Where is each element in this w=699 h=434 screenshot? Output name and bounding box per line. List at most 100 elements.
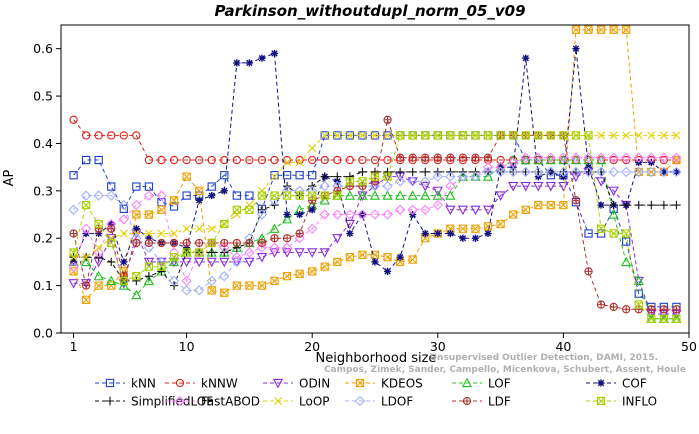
data-point-lof: [407, 190, 418, 200]
legend-label-ldf: LDF: [488, 395, 511, 409]
y-tick-label: 0.2: [33, 231, 53, 246]
y-tick-label: 0.3: [33, 183, 53, 198]
data-point-inflo: [672, 314, 681, 323]
y-tick-label: 0.6: [33, 41, 53, 56]
data-point-inflo: [358, 177, 367, 186]
x-tick-label: 40: [555, 339, 571, 354]
data-point-inflo: [182, 248, 191, 257]
data-point-knnw: [245, 155, 254, 165]
data-point-fastabod: [646, 152, 657, 163]
data-point-ldf: [383, 115, 392, 124]
data-point-inflo: [195, 248, 204, 257]
data-point-inflo: [232, 205, 241, 214]
data-point-fastabod: [633, 152, 644, 163]
data-point-lof: [168, 256, 180, 267]
data-point-cof: [195, 196, 203, 204]
data-point-simplifiedlof: [358, 167, 367, 177]
data-point-inflo: [144, 262, 154, 271]
data-point-inflo: [119, 276, 128, 286]
data-point-cof: [120, 258, 128, 266]
data-point-odin: [181, 257, 192, 268]
data-point-lof: [432, 190, 443, 200]
data-point-knnw: [169, 155, 179, 165]
data-point-inflo: [634, 300, 643, 309]
data-point-lof: [118, 280, 129, 290]
data-point-odin: [307, 248, 318, 258]
data-point-ldof: [658, 166, 670, 178]
data-point-kdeos: [81, 295, 91, 304]
data-point-ldf: [270, 234, 279, 243]
legend-item-kdeos: KDEOS: [345, 377, 423, 391]
data-point-ldof: [583, 166, 594, 178]
data-point-knnw: [157, 155, 166, 165]
data-point-knn: [622, 237, 631, 246]
data-point-knn: [94, 155, 103, 165]
data-point-knnw: [358, 155, 367, 165]
data-point-inflo: [220, 219, 229, 229]
data-point-ldof: [420, 176, 431, 187]
data-point-fastabod: [583, 152, 594, 163]
data-point-cof: [183, 244, 191, 252]
data-point-ldof: [621, 166, 632, 178]
data-point-knnw: [94, 131, 103, 140]
data-point-ldf: [458, 153, 468, 162]
data-point-inflo: [659, 314, 669, 323]
data-point-odin: [470, 205, 481, 216]
legend-item-cof: COF: [586, 377, 647, 391]
data-point-ldof: [633, 166, 644, 178]
data-point-inflo: [559, 131, 568, 140]
data-point-fastabod: [357, 209, 368, 220]
data-point-ldof: [507, 166, 519, 178]
data-point-knn: [220, 171, 229, 180]
data-point-fastabod: [332, 209, 343, 220]
data-point-fastabod: [545, 152, 557, 163]
data-point-inflo: [282, 191, 292, 200]
data-point-loop: [82, 253, 91, 262]
data-point-simplifiedlof: [207, 248, 216, 257]
data-point-knnw: [609, 155, 618, 165]
plot-frame: [60, 24, 690, 334]
data-point-odin: [545, 181, 556, 192]
data-point-ldf: [609, 302, 618, 312]
data-point-ldof: [595, 166, 607, 178]
data-point-fastabod: [231, 252, 243, 263]
data-point-loop: [270, 172, 279, 181]
data-point-knnw: [144, 155, 154, 165]
legend-item-fastabod: FastABOD: [165, 395, 260, 409]
data-point-loop: [345, 131, 354, 140]
data-point-ldf: [132, 238, 141, 248]
data-point-kdeos: [232, 281, 241, 290]
data-point-kdeos: [295, 269, 304, 278]
data-point-fastabod: [420, 204, 431, 215]
data-point-fastabod: [658, 152, 670, 163]
data-point-loop: [333, 131, 342, 140]
data-point-ldof: [143, 242, 155, 253]
data-point-inflo: [433, 131, 442, 140]
data-point-knnw: [257, 155, 267, 165]
data-point-simplifiedlof: [132, 276, 141, 286]
data-point-knnw: [622, 155, 631, 165]
data-point-kdeos: [182, 172, 191, 181]
data-point-inflo: [333, 191, 342, 200]
data-point-cof: [383, 267, 392, 275]
data-point-fastabod: [445, 180, 456, 192]
data-point-lof: [357, 190, 368, 200]
data-point-simplifiedlof: [320, 172, 329, 181]
data-point-inflo: [81, 200, 91, 210]
data-point-fastabod: [621, 152, 632, 163]
data-point-knnw: [107, 131, 116, 140]
data-point-odin: [80, 279, 92, 289]
data-point-ldf: [182, 238, 191, 248]
x-tick-label: 30: [430, 339, 446, 354]
data-point-loop: [609, 131, 618, 140]
legend-label-lof: LOF: [488, 377, 511, 391]
data-point-loop: [182, 224, 191, 233]
data-point-fastabod: [307, 223, 318, 234]
data-point-ldf: [446, 153, 455, 162]
data-point-ldof: [181, 285, 192, 296]
data-point-ldof: [545, 166, 557, 178]
data-point-knnw: [182, 155, 191, 165]
data-point-simplifiedlof: [659, 200, 669, 210]
data-point-inflo: [107, 238, 116, 248]
data-point-kdeos: [220, 288, 229, 297]
